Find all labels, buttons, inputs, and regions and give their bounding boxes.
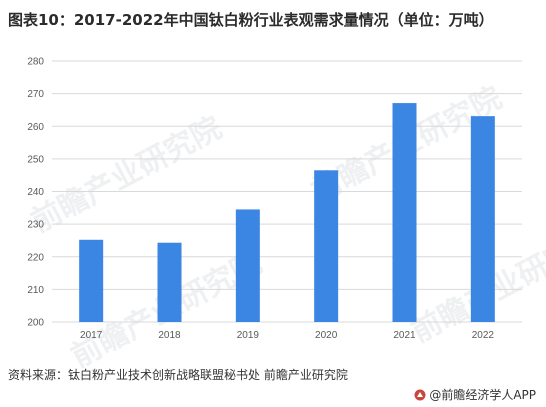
y-tick-label: 270 — [27, 89, 44, 100]
bar-2019 — [235, 209, 260, 322]
brand-label: @前瞻经济学人APP — [429, 388, 536, 402]
x-tick-label: 2022 — [472, 330, 495, 341]
y-tick-label: 250 — [27, 154, 44, 165]
chart-title: 图表10：2017-2022年中国钛白粉行业表观需求量情况（单位：万吨） — [8, 11, 494, 29]
y-tick-label: 280 — [27, 57, 44, 68]
y-tick-label: 230 — [27, 220, 44, 231]
bar-chart: 200 210 220 230 240 250 260 270 280 2017 2018 2019… — [27, 57, 522, 341]
y-tick-label: 260 — [27, 122, 44, 133]
bar-2021 — [392, 103, 417, 323]
x-tick-label: 2021 — [393, 330, 416, 341]
y-tick-label: 210 — [27, 285, 44, 296]
x-tick-label: 2019 — [237, 330, 260, 341]
bar-2018 — [157, 242, 182, 322]
bar-2020 — [314, 170, 339, 322]
x-tick-label: 2018 — [158, 330, 181, 341]
bar-2017 — [79, 239, 104, 322]
brand-credit: @前瞻经济学人APP — [414, 386, 536, 403]
source-note: 资料来源：钛白粉产业技术创新战略联盟秘书处 前瞻产业研究院 — [8, 368, 348, 382]
x-tick-label: 2020 — [315, 330, 338, 341]
y-axis: 200 210 220 230 240 250 260 270 280 — [27, 57, 44, 329]
x-tick-label: 2017 — [80, 330, 103, 341]
gridlines — [52, 60, 522, 323]
y-tick-label: 220 — [27, 252, 44, 263]
bar-2022 — [470, 116, 495, 322]
y-tick-label: 200 — [27, 318, 44, 329]
brand-logo-icon — [414, 389, 426, 400]
y-tick-label: 240 — [27, 187, 44, 198]
x-axis: 2017 2018 2019 2020 2021 2022 — [80, 330, 494, 341]
bars — [79, 103, 495, 323]
